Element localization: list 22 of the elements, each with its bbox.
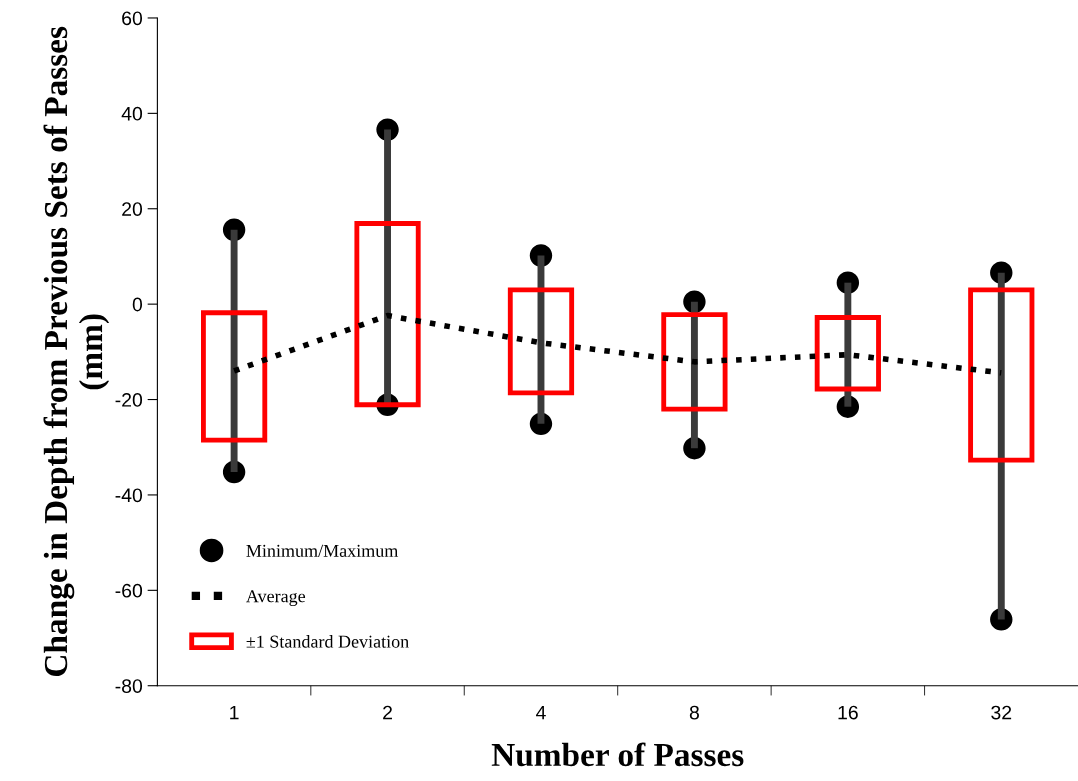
y-axis-title: Change in Depth from Previous Sets of Passes (mm)	[43, 26, 110, 676]
x-tick-label: 4	[536, 705, 546, 720]
y-tick-label: -60	[115, 583, 143, 598]
bar	[230, 229, 238, 473]
x-tick-label: 8	[689, 705, 699, 720]
x-tick-label: 1	[230, 705, 239, 720]
y-tick-label: 60	[122, 11, 143, 26]
y-tick-label: -40	[115, 488, 143, 503]
x-tick-label: 16	[838, 705, 858, 720]
bar	[690, 301, 698, 449]
legend-label: ±1 Standard Deviation	[246, 635, 409, 648]
x-tick-label: 32	[991, 705, 1012, 720]
legend-label: Minimum/Maximum	[246, 544, 399, 557]
y-tick-label: 0	[132, 297, 143, 312]
y-tick-label: 20	[122, 202, 143, 216]
y-tick-label: -20	[115, 393, 143, 407]
x-tick-label: 2	[383, 705, 392, 720]
y-tick-label: -80	[115, 679, 143, 693]
legend-label: Average	[246, 590, 306, 607]
bar	[997, 272, 1005, 620]
y-tick-label: 40	[121, 106, 143, 121]
x-axis-title: Number of Passes	[491, 742, 744, 767]
